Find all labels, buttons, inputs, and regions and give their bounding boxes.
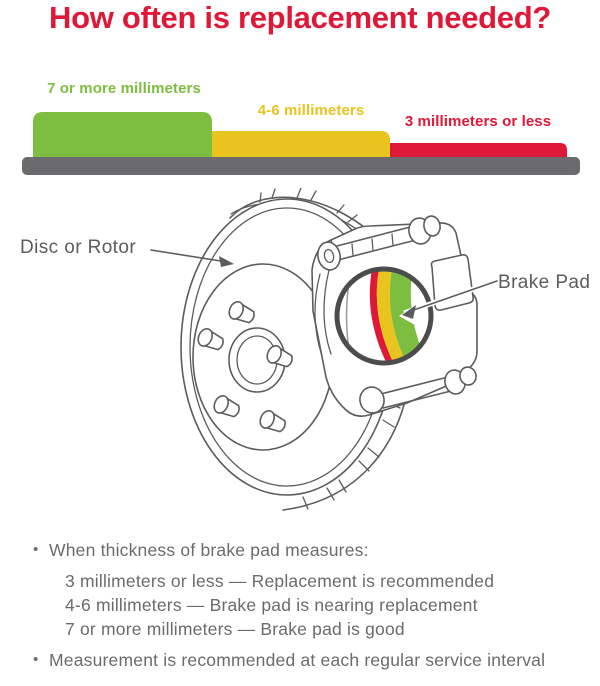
thickness-rules: 3 millimeters or less — Replacement is r…	[65, 569, 583, 641]
notes-section: • When thickness of brake pad measures: …	[33, 538, 583, 672]
caliper-top-pin	[317, 215, 441, 271]
disc-callout-arrow	[150, 249, 234, 267]
brake-assembly-diagram: Disc or Rotor Brake Pad	[20, 188, 590, 511]
pad-red-stripe	[369, 269, 396, 363]
wheel-studs	[197, 300, 293, 433]
caliper-bottom-pin	[359, 366, 477, 414]
pad-callout-arrow	[399, 278, 498, 325]
note-measurement: • Measurement is recommended at each reg…	[33, 648, 583, 672]
pad-yellow-stripe	[376, 269, 409, 363]
note-text: When thickness of brake pad measures:	[49, 540, 369, 560]
disc-rotor-label: Disc or Rotor	[20, 237, 136, 258]
note-when-thickness: • When thickness of brake pad measures:	[33, 538, 583, 562]
red-zone-label: 3 millimeters or less	[405, 113, 551, 130]
red-zone-bar	[390, 143, 567, 157]
thickness-chart: 7 or more millimeters 4-6 millimeters 3 …	[22, 80, 580, 175]
brake-pad-lens	[334, 266, 434, 366]
rule-4-6mm: 4-6 millimeters — Brake pad is nearing r…	[65, 595, 478, 615]
bullet-icon: •	[33, 541, 39, 558]
rule-3mm: 3 millimeters or less — Replacement is r…	[65, 571, 495, 591]
note-text: Measurement is recommended at each regul…	[49, 650, 546, 670]
yellow-zone-bar	[212, 131, 390, 157]
green-zone-bar	[33, 112, 212, 157]
yellow-zone-label: 4-6 millimeters	[258, 102, 365, 119]
bullet-icon: •	[33, 651, 39, 668]
lens-ring	[334, 266, 434, 366]
page-title: How often is replacement needed?	[48, 0, 551, 35]
rule-7mm: 7 or more millimeters — Brake pad is goo…	[65, 619, 405, 639]
brake-pad-label: Brake Pad	[498, 272, 590, 293]
green-zone-label: 7 or more millimeters	[47, 80, 201, 97]
pad-backing-bar	[22, 157, 580, 175]
